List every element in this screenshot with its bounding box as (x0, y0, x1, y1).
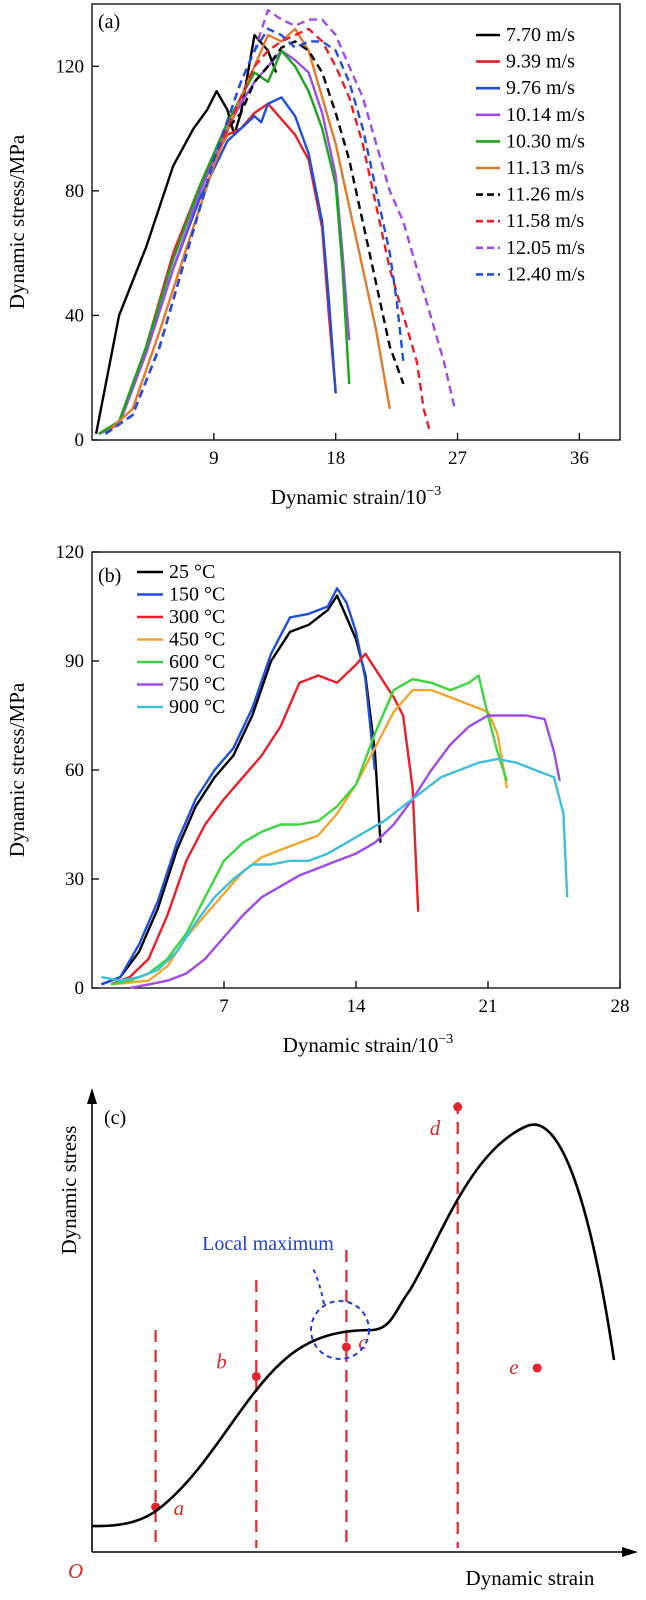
legend-entry: 450 °C (169, 629, 225, 651)
local-maximum-leader (311, 1265, 325, 1305)
panel-a-xlabel-exponent: −3 (426, 484, 441, 499)
x-tick-label: 14 (347, 996, 367, 1017)
panel-b-series (100, 587, 569, 990)
series-line-450-C (110, 688, 509, 986)
panel-c-xlabel: Dynamic strain (466, 1566, 595, 1590)
panel-c-curve (91, 1123, 616, 1528)
panel-c-label: (c) (104, 1107, 126, 1129)
legend-entry: 11.13 m/s (506, 157, 584, 179)
y-tick-label: 30 (65, 869, 84, 890)
y-tick-label: 60 (65, 760, 84, 781)
series-line-10-14-m-s (98, 49, 351, 435)
local-maximum-annotation: Local maximum (202, 1233, 334, 1255)
panel-c-schematic: (c) Dynamic stress Dynamic strain O a b c d… (57, 1088, 638, 1590)
series-line-25-C (100, 594, 382, 986)
point-marker-e (532, 1363, 542, 1373)
point-label-c: c (358, 1330, 368, 1354)
series-line-11-58-m-s (104, 27, 432, 435)
legend-entry: 300 °C (169, 606, 225, 628)
legend-entry: 9.76 m/s (506, 77, 575, 99)
legend-entry: 12.05 m/s (506, 237, 585, 259)
point-marker-c (341, 1342, 351, 1352)
point-label-b: b (216, 1349, 227, 1373)
series-line-900-C (101, 757, 569, 982)
local-maximum-circle (310, 1300, 370, 1360)
panel-b-xlabel: Dynamic strain/10−3 (283, 1032, 454, 1057)
y-tick-label: 0 (75, 978, 85, 999)
x-tick-label: 7 (219, 996, 229, 1017)
point-marker-d (453, 1102, 463, 1112)
y-tick-label: 40 (65, 305, 84, 326)
panel-b-ticks: 7 14 21 28 0 30 60 90 120 (56, 542, 630, 1017)
legend-entry: 25 °C (169, 561, 215, 583)
panel-a-series (94, 8, 456, 435)
legend-entry: 10.14 m/s (506, 104, 585, 126)
legend-entry: 750 °C (169, 674, 225, 696)
y-tick-label: 90 (65, 651, 84, 672)
panel-a-label: (a) (98, 11, 120, 33)
y-tick-label: 80 (65, 181, 84, 202)
x-tick-label: 27 (448, 448, 467, 469)
x-tick-label: 28 (611, 996, 630, 1017)
x-tick-label: 21 (479, 996, 498, 1017)
legend-entry: 9.39 m/s (506, 51, 575, 73)
series-line-7-70-m-s (94, 33, 278, 435)
panel-c-ylabel: Dynamic stress (57, 1126, 81, 1255)
point-label-e: e (509, 1355, 518, 1379)
series-line-12-05-m-s (104, 8, 456, 435)
panel-a-frame (91, 3, 621, 441)
legend-entry: 7.70 m/s (506, 24, 575, 46)
legend-entry: 900 °C (169, 696, 225, 718)
y-tick-label: 0 (75, 430, 85, 451)
panel-c-x-axis-arrow (622, 1547, 638, 1557)
panel-b-xlabel-base: Dynamic strain/10 (283, 1033, 439, 1057)
panel-b-ylabel: Dynamic stress/MPa (5, 682, 29, 857)
series-line-600-C (110, 674, 509, 986)
legend-entry: 600 °C (169, 651, 225, 673)
panel-a-ylabel: Dynamic stress/MPa (5, 134, 29, 309)
legend-entry: 11.58 m/s (506, 210, 584, 232)
x-tick-label: 9 (209, 448, 219, 469)
panel-a-xlabel: Dynamic strain/10−3 (271, 484, 442, 509)
y-tick-label: 120 (56, 56, 85, 77)
panel-c-y-axis-arrow (87, 1088, 97, 1104)
y-tick-label: 120 (56, 542, 85, 563)
legend-entry: 11.26 m/s (506, 184, 584, 206)
series-line-12-40-m-s (104, 27, 405, 435)
point-marker-b (251, 1371, 261, 1381)
panel-a-chart: (a) 9 18 27 36 0 40 80 120 7.70 m/s 9.39 m/s 9.76… (5, 3, 621, 509)
panel-b-label: (b) (98, 565, 121, 587)
panel-a-legend: 7.70 m/s 9.39 m/s 9.76 m/s 10.14 m/s 10.30 m… (476, 24, 585, 285)
series-line-10-30-m-s (98, 49, 351, 435)
series-line-750-C (129, 714, 561, 990)
panel-a-ticks: 9 18 27 36 0 40 80 120 (56, 56, 589, 469)
series-line-300-C (110, 652, 420, 986)
legend-entry: 10.30 m/s (506, 130, 585, 152)
panel-b-xlabel-exponent: −3 (438, 1032, 453, 1047)
x-tick-label: 36 (570, 448, 589, 469)
series-line-11-13-m-s (104, 27, 391, 435)
legend-entry: 150 °C (169, 584, 225, 606)
legend-entry: 12.40 m/s (506, 263, 585, 285)
panel-c-marks: a b c d e (151, 1102, 542, 1548)
series-line-150-C (100, 587, 377, 986)
x-tick-label: 18 (326, 448, 345, 469)
series-line-11-26-m-s (104, 40, 405, 435)
panel-a-xlabel-base: Dynamic strain/10 (271, 485, 427, 509)
point-label-d: d (430, 1116, 441, 1140)
panel-c-origin-label: O (68, 1559, 83, 1583)
point-label-a: a (174, 1496, 185, 1520)
